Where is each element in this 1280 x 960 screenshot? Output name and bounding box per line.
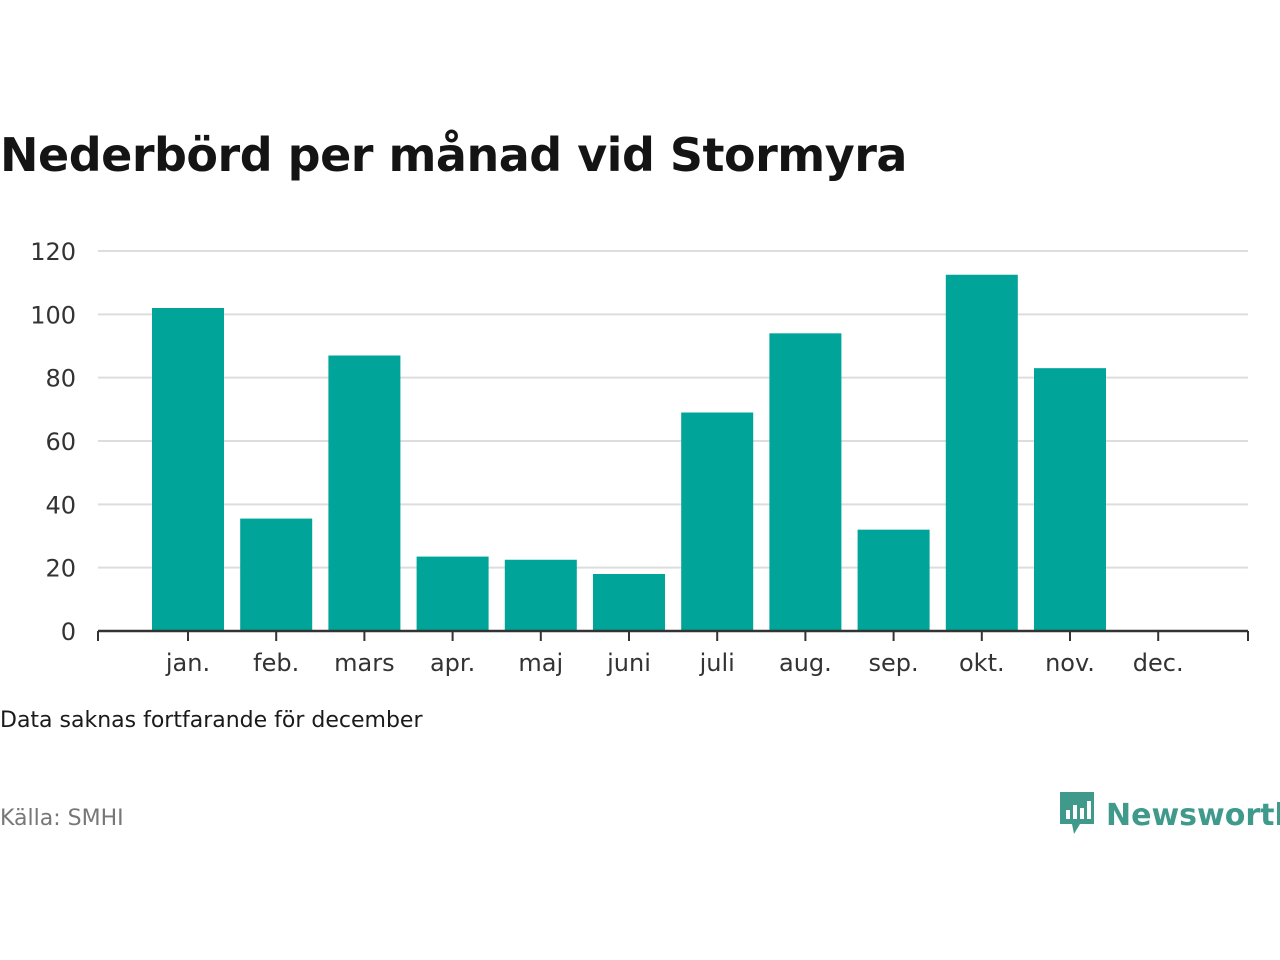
y-tick-label: 60 (45, 428, 76, 456)
x-tick-label: sep. (869, 649, 919, 677)
x-tick-label: juli (699, 649, 735, 677)
data-note: Data saknas fortfarande för december (0, 708, 423, 733)
bar-juli (681, 412, 754, 631)
brand-name: Newsworthy (1106, 797, 1280, 833)
x-tick-label: jan. (165, 649, 210, 677)
x-tick-label: dec. (1133, 649, 1184, 677)
bar-mars (328, 355, 401, 631)
bar-feb (240, 518, 313, 631)
brand-logo: Newsworthy (1058, 790, 1280, 840)
bar-jan (152, 308, 224, 631)
bar-aug (769, 333, 842, 631)
y-tick-label: 80 (45, 365, 76, 393)
x-axis: jan. feb. mars apr. maj juni juli aug. sep. okt. n… (97, 629, 1249, 677)
x-tick-label: nov. (1045, 649, 1095, 677)
x-tick-label: feb. (253, 649, 299, 677)
newsworthy-logo-icon (1058, 790, 1096, 840)
x-tick-label: apr. (430, 649, 475, 677)
bar-juni (593, 574, 665, 631)
x-tick-label: maj (518, 649, 563, 677)
x-tick-label: aug. (779, 649, 832, 677)
x-tick-label: mars (334, 649, 394, 677)
chart-title: Nederbörd per månad vid Stormyra (0, 128, 907, 182)
bar-maj (504, 559, 577, 631)
y-tick-label: 40 (45, 491, 76, 519)
bar-okt (945, 274, 1018, 631)
source-label: Källa: SMHI (0, 806, 124, 831)
bars (152, 274, 1106, 631)
y-tick-label: 20 (45, 555, 76, 583)
y-tick-label: 0 (61, 618, 76, 646)
x-tick-label: okt. (959, 649, 1005, 677)
y-tick-label: 100 (30, 301, 76, 329)
y-axis-ticks: 0 20 40 60 80 100 120 (30, 238, 76, 646)
y-tick-label: 120 (30, 238, 76, 266)
bar-sep (857, 529, 930, 631)
x-tick-label: juni (606, 649, 651, 677)
bar-apr (416, 556, 489, 631)
bar-nov (1034, 368, 1106, 631)
